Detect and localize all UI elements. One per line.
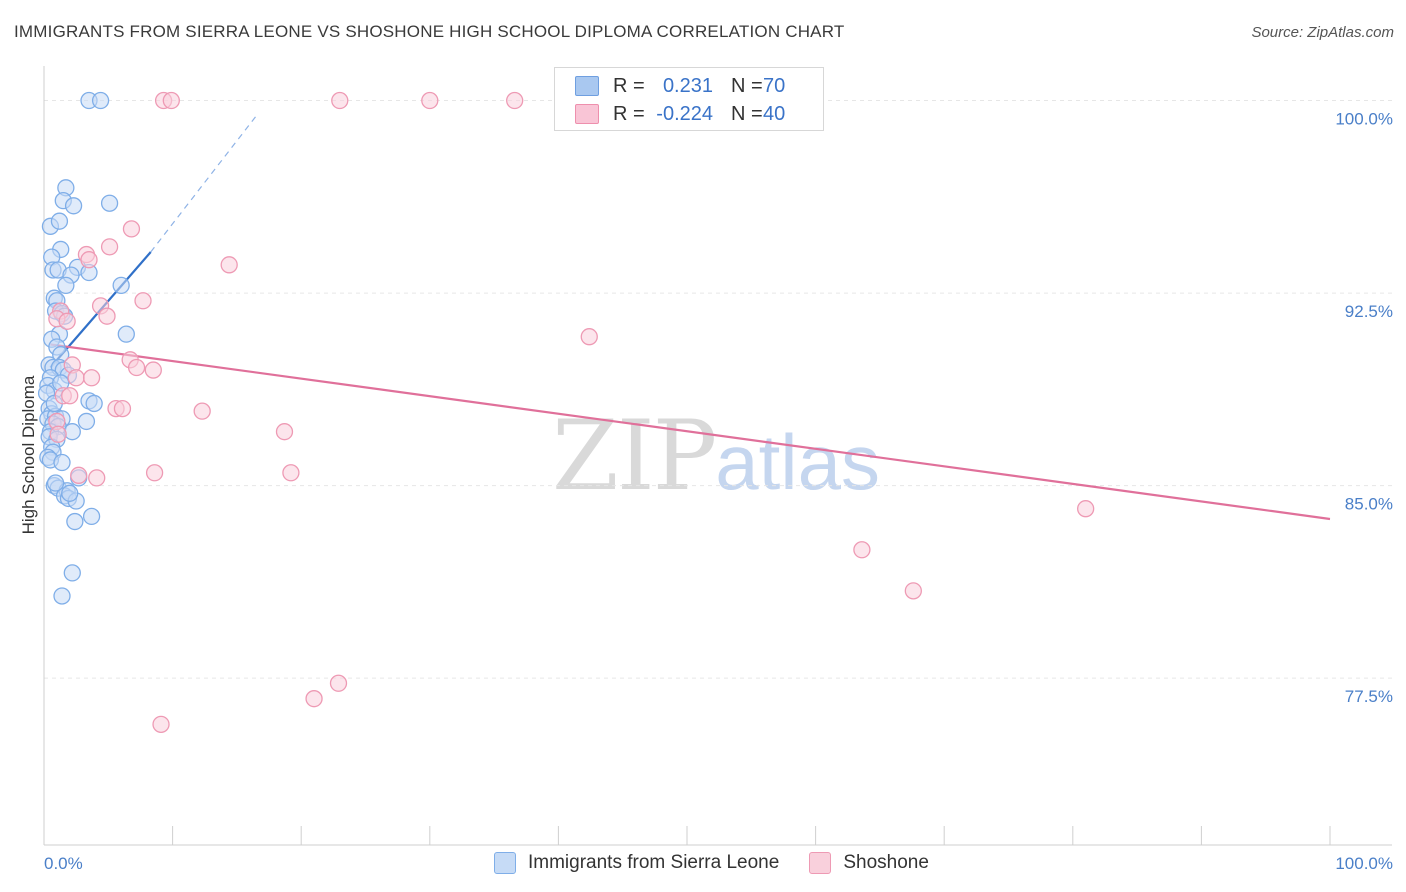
series-legend: Immigrants from Sierra Leone Shoshone	[494, 852, 959, 874]
point-shoshone	[904, 582, 922, 600]
trend-line-shoshone	[50, 343, 1331, 521]
point-shoshone	[282, 464, 300, 482]
point-shoshone	[421, 91, 439, 110]
axes	[43, 66, 1392, 846]
point-sierra-leone	[91, 91, 110, 110]
point-shoshone	[70, 466, 88, 484]
y-tick-label: 92.5%	[1345, 302, 1393, 321]
point-shoshone	[127, 358, 146, 377]
point-shoshone	[1077, 500, 1095, 518]
watermark-zip: ZIP	[552, 400, 717, 512]
legend-n-value: 40	[763, 102, 786, 125]
point-sierra-leone	[117, 325, 135, 343]
y-tick-label: 77.5%	[1345, 687, 1393, 706]
point-shoshone	[152, 715, 170, 733]
trend-lines	[49, 115, 1331, 521]
legend-label: Shoshone	[843, 852, 929, 873]
chart-title: IMMIGRANTS FROM SIERRA LEONE VS SHOSHONE…	[14, 22, 845, 41]
legend-label: Immigrants from Sierra Leone	[528, 852, 780, 873]
point-shoshone	[49, 425, 67, 443]
legend-n-value: 70	[763, 74, 786, 97]
point-shoshone	[61, 387, 79, 405]
legend-r-value: -0.224	[656, 102, 713, 125]
trend-line-sierra-leone-extension	[150, 115, 257, 253]
legend-r-label: R =	[613, 74, 645, 97]
point-shoshone	[580, 328, 598, 346]
point-shoshone	[82, 369, 101, 387]
y-tick-label: 100.0%	[1335, 110, 1393, 129]
point-shoshone	[853, 541, 871, 559]
gridlines	[44, 100, 1392, 679]
point-shoshone	[506, 91, 524, 110]
point-shoshone	[98, 307, 116, 325]
legend-row-shoshone: R = -0.224 N = 40	[575, 100, 785, 128]
legend-swatch-blue	[494, 852, 516, 874]
legend-item-shoshone: Shoshone	[809, 852, 929, 874]
point-sierra-leone	[82, 507, 101, 526]
legend-swatch-pink	[575, 104, 599, 124]
point-sierra-leone	[64, 197, 83, 215]
correlation-legend: R = 0.231 N = 70 R = -0.224 N = 40	[554, 67, 824, 131]
point-shoshone	[193, 402, 211, 420]
point-sierra-leone	[46, 474, 65, 492]
point-shoshone	[144, 361, 162, 379]
point-shoshone	[275, 423, 294, 441]
legend-n-label: N =	[731, 102, 763, 125]
point-sierra-leone	[50, 212, 69, 230]
point-shoshone	[329, 674, 348, 692]
watermark-atlas: atlas	[715, 418, 880, 506]
point-sierra-leone	[53, 453, 71, 472]
y-axis-label: High School Diploma	[19, 375, 38, 534]
legend-n-label: N =	[731, 74, 763, 97]
legend-r-value: 0.231	[662, 74, 713, 97]
legend-r-label: R =	[613, 102, 645, 125]
point-shoshone	[162, 91, 180, 110]
legend-item-sierra-leone: Immigrants from Sierra Leone	[494, 852, 779, 874]
point-shoshone	[122, 220, 141, 238]
point-sierra-leone	[57, 276, 75, 295]
point-shoshone	[80, 251, 98, 269]
point-sierra-leone	[66, 512, 84, 531]
legend-swatch-blue	[575, 76, 599, 96]
x-tick-label: 0.0%	[44, 854, 83, 873]
y-tick-label: 85.0%	[1345, 495, 1393, 514]
legend-row-sierra-leone: R = 0.231 N = 70	[575, 72, 785, 100]
watermark: ZIPatlas	[552, 400, 880, 512]
point-shoshone	[145, 464, 164, 482]
point-sierra-leone	[77, 412, 96, 431]
point-shoshone	[88, 469, 106, 487]
source-label: Source: ZipAtlas.com	[1251, 24, 1394, 41]
point-sierra-leone	[85, 394, 103, 413]
point-shoshone	[331, 91, 349, 110]
legend-swatch-pink	[809, 852, 832, 874]
x-tick-label: 100.0%	[1335, 854, 1393, 873]
point-shoshone	[113, 399, 132, 418]
point-shoshone	[220, 256, 238, 274]
point-shoshone	[67, 369, 85, 387]
data-points	[37, 91, 1095, 733]
point-sierra-leone	[63, 423, 81, 441]
point-shoshone	[134, 292, 152, 310]
point-sierra-leone	[61, 484, 79, 502]
point-sierra-leone	[112, 276, 130, 295]
point-sierra-leone	[100, 194, 119, 212]
point-shoshone	[305, 690, 323, 708]
point-sierra-leone	[53, 587, 71, 605]
point-shoshone	[100, 238, 119, 256]
point-sierra-leone	[63, 564, 81, 582]
point-shoshone	[58, 312, 76, 330]
tick-labels: 77.5% 85.0% 92.5% 100.0% 0.0% 100.0%	[44, 110, 1393, 873]
